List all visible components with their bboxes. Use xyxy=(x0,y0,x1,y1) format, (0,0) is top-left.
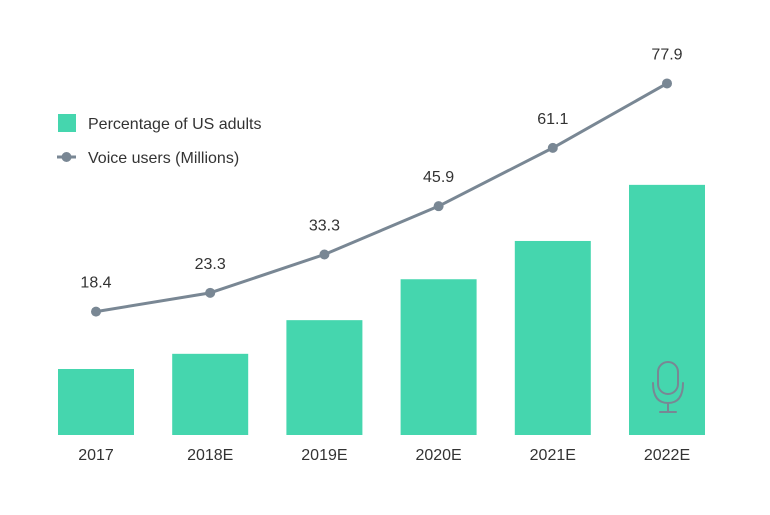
voice-users-points xyxy=(91,78,672,317)
data-label-2021E: 61.1 xyxy=(537,111,568,128)
legend-label-bars: Percentage of US adults xyxy=(88,116,261,133)
legend-swatch-bars xyxy=(58,114,76,132)
voice-users-point-2018E xyxy=(205,287,216,298)
x-tick-label-2022E: 2022E xyxy=(644,447,690,464)
bar-2018E xyxy=(172,353,249,435)
legend-label-line: Voice users (Millions) xyxy=(88,150,239,167)
voice-users-point-2017 xyxy=(91,306,101,317)
data-label-2018E: 23.3 xyxy=(195,256,226,273)
x-tick-label-2018E: 2018E xyxy=(187,447,233,464)
x-tick-label-2020E: 2020E xyxy=(415,447,461,464)
x-tick-label-2021E: 2021E xyxy=(530,447,576,464)
voice-users-point-2019E xyxy=(319,249,330,260)
voice-users-point-2021E xyxy=(547,142,558,153)
x-axis: 2017 2018E 2019E 2020E 2021E 2022E xyxy=(78,447,690,464)
bar-2022E xyxy=(629,184,705,435)
voice-users-point-2020E xyxy=(433,201,444,212)
data-labels: 18.4 23.3 33.3 45.9 61.1 77.9 xyxy=(80,46,682,291)
legend-swatch-dot xyxy=(61,152,72,162)
legend: Percentage of US adults Voice users (Mil… xyxy=(57,114,261,167)
bar-2019E xyxy=(286,320,363,435)
voice-users-point-2022E xyxy=(662,78,672,89)
x-tick-label-2017: 2017 xyxy=(78,447,114,464)
data-label-2022E: 77.9 xyxy=(651,46,682,63)
bar-2020E xyxy=(400,279,477,435)
voice-users-line xyxy=(95,82,668,314)
microphone-icon xyxy=(652,361,684,413)
data-label-2020E: 45.9 xyxy=(423,169,454,186)
data-label-2017: 18.4 xyxy=(80,275,111,292)
bars xyxy=(58,184,705,435)
x-tick-label-2019E: 2019E xyxy=(301,447,347,464)
bar-2017 xyxy=(58,369,134,435)
voice-users-series-line xyxy=(95,82,668,314)
data-label-2019E: 33.3 xyxy=(309,217,340,234)
bar-2021E xyxy=(514,240,591,435)
